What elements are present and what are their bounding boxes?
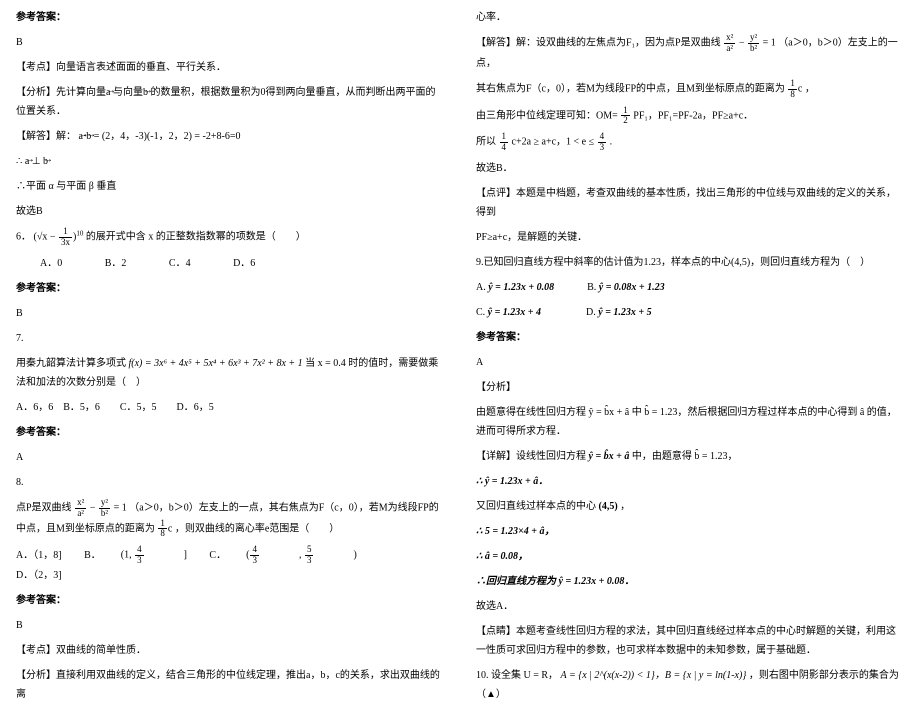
- plane-perp: ∴平面 α 与平面 β 垂直: [16, 177, 444, 196]
- answer-label: 参考答案：: [16, 8, 444, 27]
- t: 其右焦点为F（c，0），若M为线段FP的中点，且M到坐标原点的距离为: [476, 83, 785, 94]
- t: ∴回归直线方程为 ŷ = 1.23x + 0.08．: [476, 576, 634, 587]
- q6: 6． (√x − 13x)10 的展开式中含 x 的正整数指数幂的项数是（ ）: [16, 227, 444, 248]
- step-5: ∴回归直线方程为 ŷ = 1.23x + 0.08．: [476, 572, 904, 591]
- opt-d: D．（2，3]: [16, 566, 62, 585]
- gxa: 故选A．: [476, 597, 904, 616]
- fenxi-2: 【分析】直接利用双曲线的定义，结合三角形的中位线定理，推出a，b，c的关系，求出…: [16, 666, 444, 704]
- t: 的展开式中含: [86, 232, 146, 243]
- jd2c: 其右焦点为F（c，0），若M为线段FP的中点，且M到坐标原点的距离为 18c ，: [476, 79, 904, 100]
- step-2: 又回归直线过样本点的中心 (4,5) ，: [476, 497, 904, 516]
- q7: 7.: [16, 329, 444, 348]
- answer-label: 参考答案：: [16, 279, 444, 298]
- jd2: 【解答】解：设双曲线的左焦点为F₁，因为点P是双曲线 x²a² − y²b² =…: [476, 33, 904, 73]
- answer-label: 参考答案：: [476, 328, 904, 347]
- so-ineq: 所以 14 c+2a ≥ a+c，1 < e ≤ 43 .: [476, 132, 904, 153]
- left-column: 参考答案： B 【考点】向量语言表述面面的垂直、平行关系． 【分析】先计算向量a…: [0, 8, 460, 643]
- midline: 由三角形中位线定理可知：OM= 12 PF₁，PF₁=PF-2a，PF≥a+c．: [476, 106, 904, 127]
- q8-options: A．（1，8] B．(1, 43] C．(43, 53) D．（2，3]: [16, 545, 444, 585]
- q10: 10. 设全集 U = R， A = {x | 2^(x(x-2)) < 1}，…: [476, 666, 904, 704]
- opt-c: C．(43, 53): [209, 545, 356, 566]
- q8: 8.: [16, 473, 444, 492]
- t: ，: [805, 83, 815, 94]
- t: ，则双曲线的离心率e范围是（ ）: [175, 523, 339, 534]
- t: ŷ = 0.08x + 1.23: [599, 282, 665, 293]
- opt-a: A．（1，8]: [16, 546, 62, 565]
- t: 又回归直线过样本点的中心: [476, 501, 596, 512]
- t: 【详解】设线性回归方程: [476, 451, 586, 462]
- dianping-2: PF≥a+c，是解题的关键．: [476, 228, 904, 247]
- dianping-1: 【点评】本题是中档题，考查双曲线的基本性质，找出三角形的中位线与双曲线的定义的关…: [476, 184, 904, 222]
- t: ŷ = b̂x + â: [589, 451, 630, 462]
- opt-c: C．4: [169, 254, 191, 273]
- step-3: ∴ 5 = 1.23×4 + â，: [476, 522, 904, 541]
- fx-label: 【分析】: [476, 378, 904, 397]
- answer-value: B: [16, 616, 444, 635]
- gxb2: 故选B．: [476, 159, 904, 178]
- fenxi-1: 【分析】先计算向量a→ 与向量b→ 的数量积，根据数量积为0得到两向量垂直，从而…: [16, 83, 444, 121]
- q7-options: A．6，6 B．5，6 C．5，5 D．6，5: [16, 398, 444, 417]
- fx9: 由题意得在线性回归方程 ŷ = b̂x + â 中 b̂ = 1.23，然后根据…: [476, 403, 904, 441]
- t: 与向量: [113, 87, 143, 98]
- q9-opts-cd: C. ŷ = 1.23x + 4 D. ŷ = 1.23x + 5: [476, 303, 904, 322]
- opt-d: D．6: [233, 254, 255, 273]
- t: D.: [586, 307, 596, 318]
- t: ŷ = 1.23x + 4: [488, 307, 541, 318]
- t: ŷ = 1.23x + 5: [598, 307, 651, 318]
- t: 所以: [476, 137, 496, 148]
- lxl: 心率．: [476, 8, 904, 27]
- answer-value: B: [16, 304, 444, 323]
- t: ŷ = 1.23x + 0.08: [488, 282, 554, 293]
- answer-value: B: [16, 33, 444, 52]
- opt-b: B．2: [105, 254, 127, 273]
- t: 【分析】先计算向量: [16, 87, 106, 98]
- t: 由三角形中位线定理可知：OM=: [476, 110, 618, 121]
- t: PF₁，PF₁=PF-2a，PF≥a+c．: [633, 110, 753, 121]
- t: A = {x | 2^(x(x-2)) < 1}，B = {x | y = ln…: [561, 670, 747, 681]
- jiedai-1: 【解答】解： a→·b→ = (2，4，-3)(-1，2，2) = -2+8-6…: [16, 127, 444, 146]
- t: ，: [620, 501, 630, 512]
- answer-value: A: [476, 353, 904, 372]
- t: 【解答】解：设双曲线的左焦点为F₁，因为点P是双曲线: [476, 38, 721, 49]
- t: B.: [587, 282, 596, 293]
- answer-value: A: [16, 448, 444, 467]
- t: 6．: [16, 232, 31, 243]
- t: 中，由题意得 b̂ = 1.23，: [632, 451, 738, 462]
- opt-b: B．(1, 43]: [84, 545, 187, 566]
- t: 用秦九韶算法计算多项式: [16, 358, 126, 369]
- t: 10. 设全集 U = R，: [476, 670, 558, 681]
- t: 点P是双曲线: [16, 502, 72, 513]
- opt-a: A．0: [40, 254, 62, 273]
- ab-perp: ∴ a→ ⊥ b→: [16, 152, 444, 171]
- answer-label: 参考答案：: [16, 591, 444, 610]
- right-column: 心率． 【解答】解：设双曲线的左焦点为F₁，因为点P是双曲线 x²a² − y²…: [460, 8, 920, 643]
- t: A.: [476, 282, 486, 293]
- q9-opts-ab: A. ŷ = 1.23x + 0.08 B. ŷ = 0.08x + 1.23: [476, 278, 904, 297]
- q9: 9.已知回归直线方程中斜率的估计值为1.23，样本点的中心(4,5)，则回归直线…: [476, 253, 904, 272]
- t: c+2a ≥ a+c，1 < e ≤: [512, 137, 595, 148]
- t: 【解答】解：: [16, 131, 76, 142]
- t: (4,5): [599, 501, 618, 512]
- t: .: [610, 137, 613, 148]
- q7-text: 用秦九韶算法计算多项式 f(x) = 3x⁶ + 4x⁵ + 5x⁴ + 6x³…: [16, 354, 444, 392]
- step-4: ∴ â = 0.08，: [476, 547, 904, 566]
- gxb: 故选B: [16, 202, 444, 221]
- kaodian-1: 【考点】向量语言表述面面的垂直、平行关系．: [16, 58, 444, 77]
- t: = (2，4，-3)(-1，2，2) = -2+8-6=0: [94, 131, 241, 142]
- answer-label: 参考答案：: [16, 423, 444, 442]
- step-1: ∴ ŷ = 1.23x + â．: [476, 472, 904, 491]
- dianjing: 【点睛】本题考查线性回归方程的求法，其中回归直线经过样本点的中心时解题的关键，利…: [476, 622, 904, 660]
- q8-text: 点P是双曲线 x²a² − y²b² = 1 （a＞0，b＞0）左支上的一点，其…: [16, 498, 444, 540]
- t: 的正整数指数幂的项数是（ ）: [156, 232, 306, 243]
- xiangjie: 【详解】设线性回归方程 ŷ = b̂x + â 中，由题意得 b̂ = 1.23…: [476, 447, 904, 466]
- poly: f(x) = 3x⁶ + 4x⁵ + 5x⁴ + 6x³ + 7x² + 8x …: [129, 358, 303, 369]
- q6-options: A．0 B．2 C．4 D．6: [16, 254, 444, 273]
- t: C.: [476, 307, 485, 318]
